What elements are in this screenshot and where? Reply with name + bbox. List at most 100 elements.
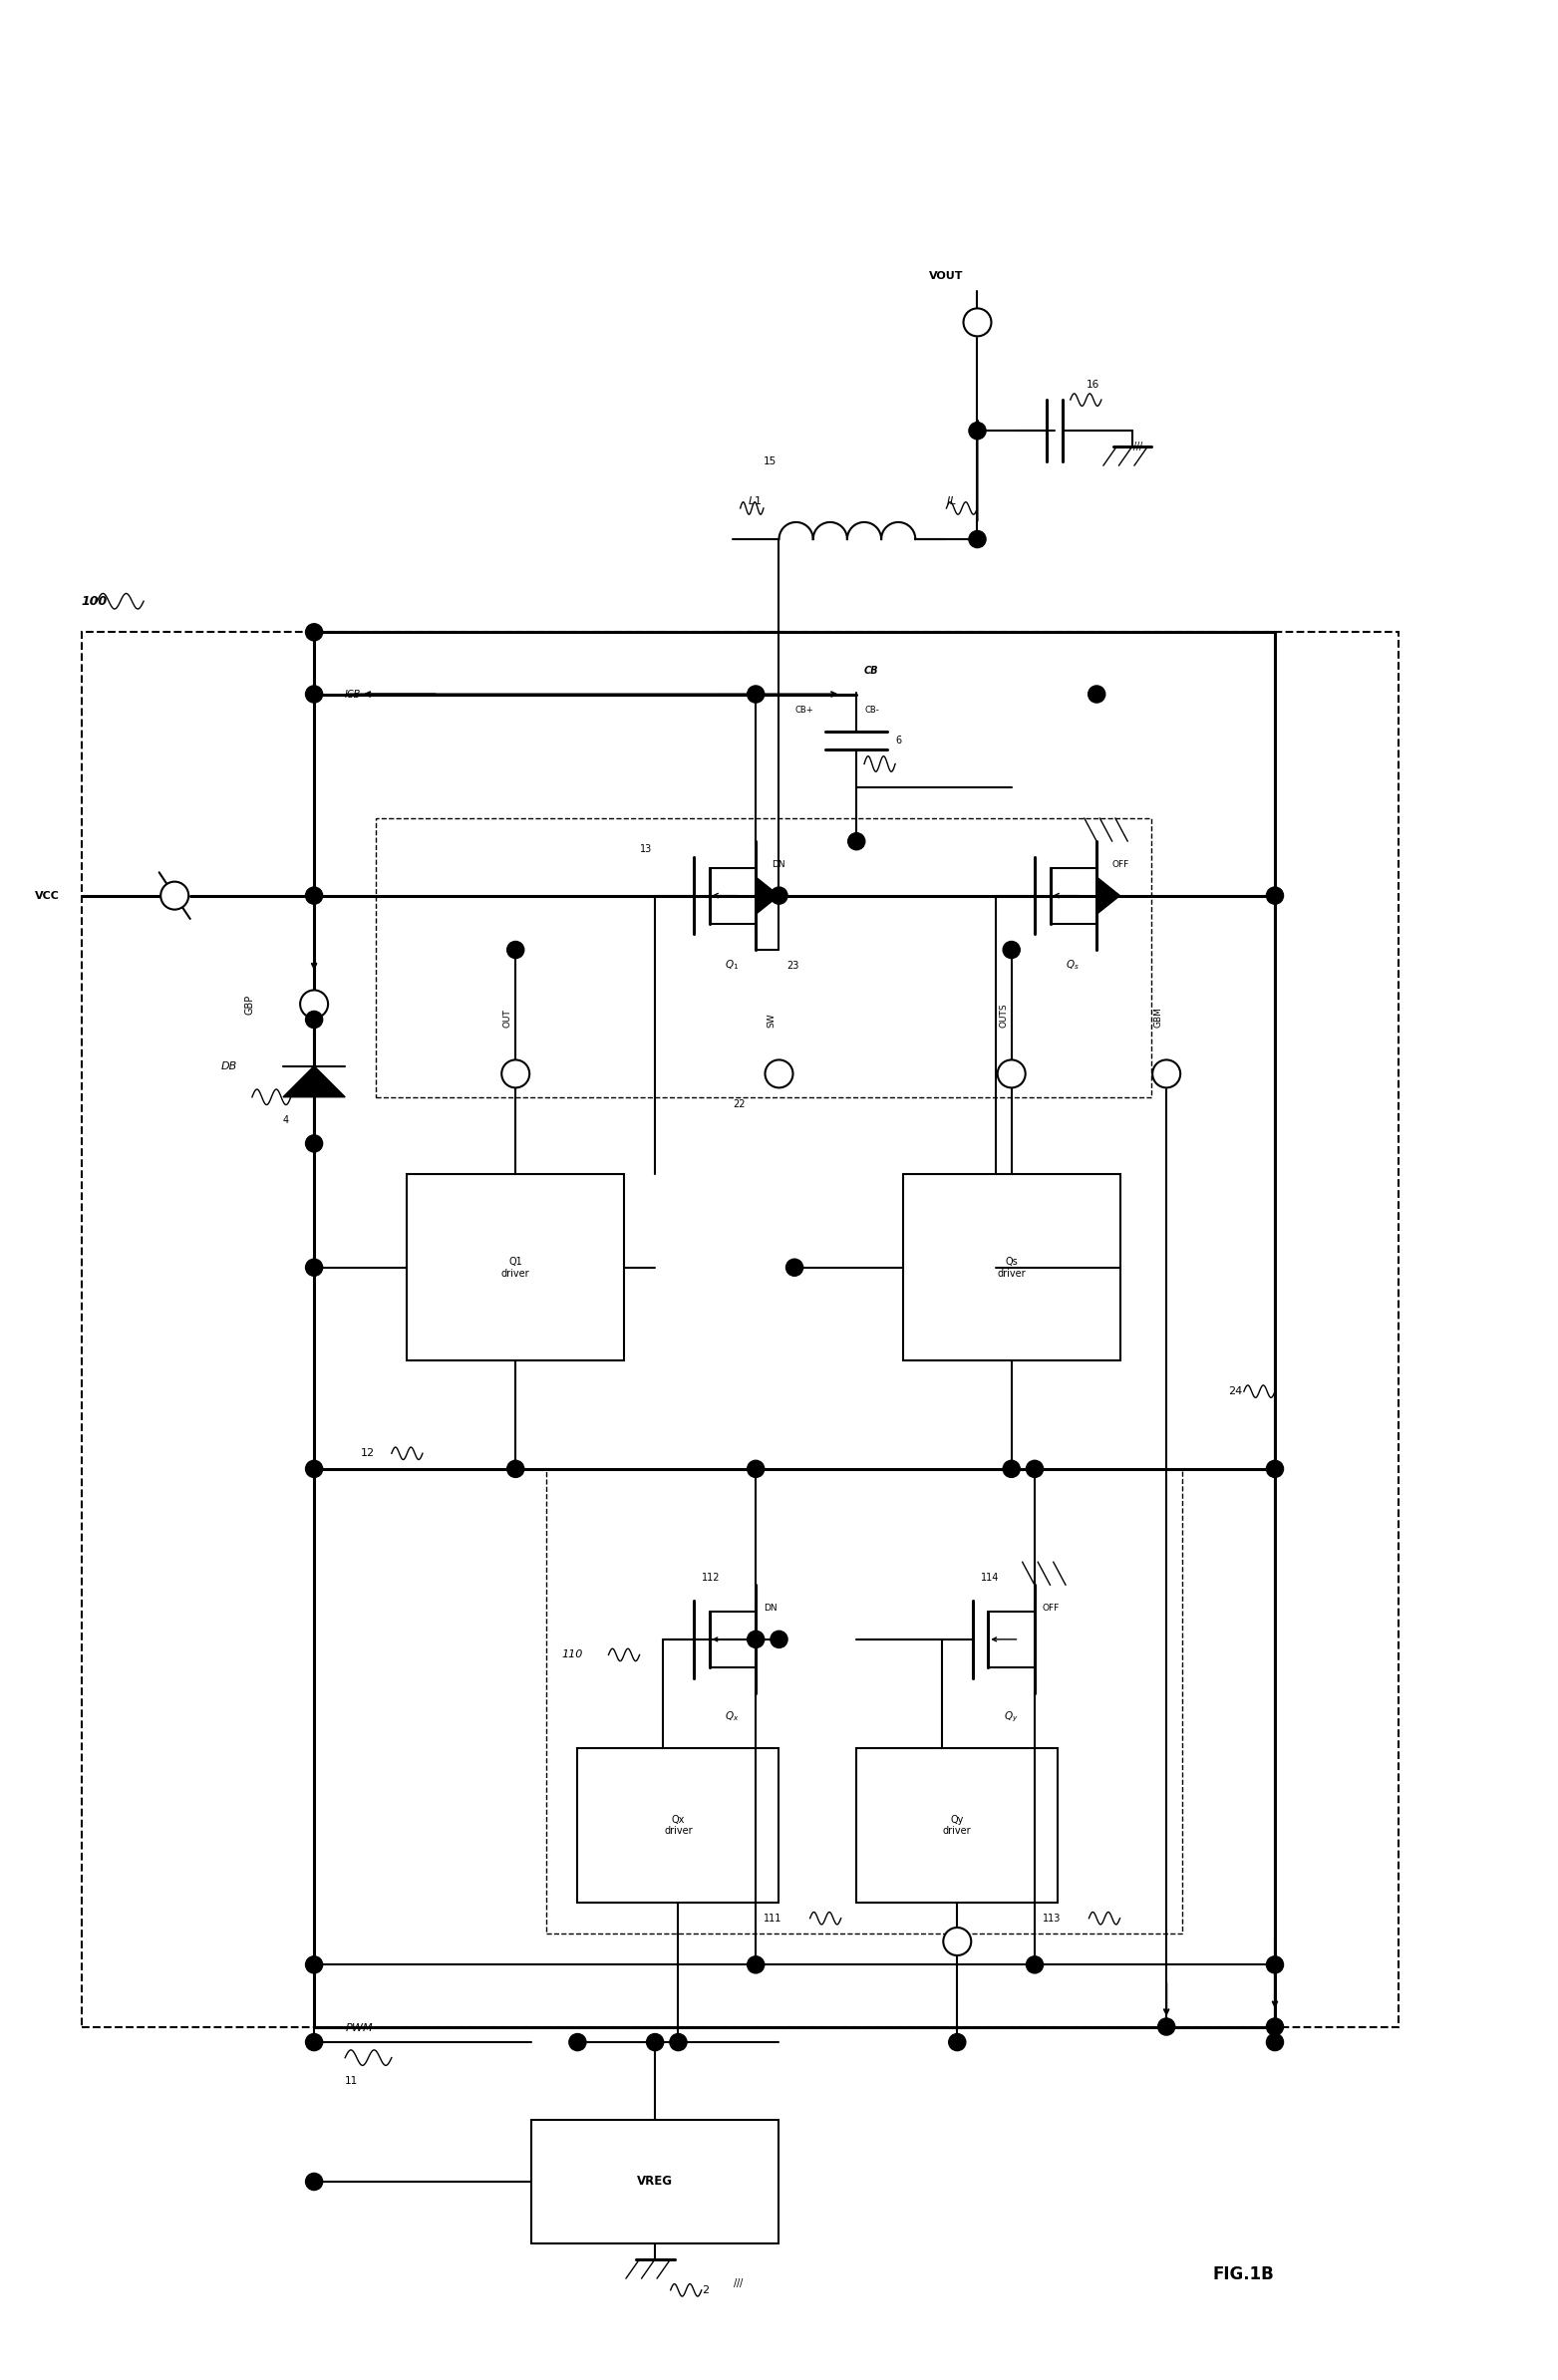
Bar (375, 819, 1151, 1097)
Text: $PWM$: $PWM$ (344, 2021, 374, 2033)
Text: Qy
driver: Qy driver (943, 1814, 972, 1835)
Text: CB-: CB- (865, 704, 879, 714)
Circle shape (506, 1461, 523, 1478)
Text: 24: 24 (1228, 1388, 1243, 1397)
Text: VOUT: VOUT (929, 271, 963, 281)
Text: ICB: ICB (344, 690, 361, 700)
Circle shape (305, 1956, 323, 1973)
Text: 2: 2 (701, 2285, 709, 2294)
Text: OUT: OUT (503, 1009, 513, 1028)
Circle shape (1087, 685, 1105, 702)
Circle shape (305, 624, 323, 640)
Text: 100: 100 (81, 595, 108, 607)
Circle shape (502, 1059, 530, 1088)
Text: VREG: VREG (637, 2175, 673, 2187)
Circle shape (305, 1135, 323, 1152)
Circle shape (963, 309, 991, 336)
Circle shape (1158, 2018, 1175, 2035)
Circle shape (305, 1259, 323, 1276)
Text: $///$: $///$ (732, 2275, 745, 2290)
Text: $IL$: $IL$ (946, 495, 957, 507)
Text: OFF: OFF (1112, 859, 1130, 869)
Text: Qx
driver: Qx driver (664, 1814, 693, 1835)
Text: 16: 16 (1086, 378, 1098, 390)
Circle shape (305, 2033, 323, 2052)
Bar (407, 1173, 625, 1361)
Circle shape (647, 2033, 664, 2052)
Text: Q1
driver: Q1 driver (502, 1257, 530, 1278)
Text: SW: SW (767, 1014, 776, 1028)
Bar (531, 2121, 779, 2244)
Polygon shape (284, 1066, 344, 1097)
Circle shape (771, 1630, 787, 1647)
Circle shape (305, 2173, 323, 2190)
Text: 4: 4 (284, 1116, 290, 1126)
Text: DN: DN (771, 859, 785, 869)
Text: 23: 23 (787, 962, 799, 971)
Bar (81, 633, 1399, 2028)
Circle shape (1267, 1461, 1284, 1478)
Text: GBM: GBM (1154, 1007, 1164, 1028)
Bar (857, 1747, 1058, 1902)
Circle shape (1027, 1461, 1044, 1478)
Circle shape (765, 1059, 793, 1088)
Text: 110: 110 (562, 1649, 583, 1659)
Circle shape (569, 2033, 586, 2052)
Text: $Q_x$: $Q_x$ (724, 1709, 738, 1723)
Circle shape (1003, 1461, 1020, 1478)
Text: $///$: $///$ (1133, 440, 1144, 452)
Circle shape (997, 1059, 1025, 1088)
Circle shape (785, 1259, 802, 1276)
Circle shape (1027, 1956, 1044, 1973)
Polygon shape (756, 876, 779, 914)
Text: 11: 11 (344, 2075, 358, 2085)
Circle shape (305, 1461, 323, 1478)
Circle shape (969, 531, 986, 547)
Text: 114: 114 (980, 1573, 999, 1583)
Text: 13: 13 (639, 845, 651, 854)
Polygon shape (1097, 876, 1120, 914)
Circle shape (160, 881, 189, 909)
Circle shape (1267, 2018, 1284, 2035)
Text: OFF: OFF (1042, 1604, 1059, 1614)
Circle shape (748, 1461, 765, 1478)
Circle shape (969, 421, 986, 440)
Circle shape (949, 2033, 966, 2052)
Text: DN: DN (763, 1604, 777, 1614)
Text: Qs
driver: Qs driver (997, 1257, 1025, 1278)
Text: 12: 12 (360, 1449, 374, 1459)
Text: DB: DB (221, 1061, 237, 1071)
Circle shape (305, 888, 323, 904)
Circle shape (305, 1012, 323, 1028)
Text: OUTS: OUTS (999, 1002, 1008, 1028)
Text: $Q_s$: $Q_s$ (1066, 959, 1080, 971)
Text: 113: 113 (1042, 1914, 1061, 1923)
Circle shape (506, 942, 523, 959)
Circle shape (670, 2033, 687, 2052)
Circle shape (305, 685, 323, 702)
Text: FIG.1B: FIG.1B (1214, 2266, 1274, 2282)
Circle shape (848, 833, 865, 850)
Circle shape (1267, 1956, 1284, 1973)
Circle shape (301, 990, 329, 1019)
Circle shape (1267, 888, 1284, 904)
Text: 15: 15 (763, 457, 777, 466)
Text: VCC: VCC (36, 890, 59, 900)
Circle shape (1267, 2033, 1284, 2052)
Text: CB+: CB+ (795, 704, 813, 714)
Text: 112: 112 (701, 1573, 720, 1583)
Circle shape (1003, 942, 1020, 959)
Circle shape (943, 1928, 971, 1956)
Bar (904, 1173, 1120, 1361)
Text: GBP: GBP (245, 995, 254, 1014)
Text: $L1$: $L1$ (748, 495, 762, 507)
Text: 111: 111 (763, 1914, 782, 1923)
Text: $Q_1$: $Q_1$ (724, 959, 738, 971)
Circle shape (748, 1630, 765, 1647)
Text: $Q_y$: $Q_y$ (1003, 1709, 1019, 1723)
Bar (547, 1468, 1183, 1933)
Text: CB: CB (865, 666, 879, 676)
Text: 22: 22 (732, 1100, 745, 1109)
Circle shape (748, 685, 765, 702)
Circle shape (748, 1956, 765, 1973)
